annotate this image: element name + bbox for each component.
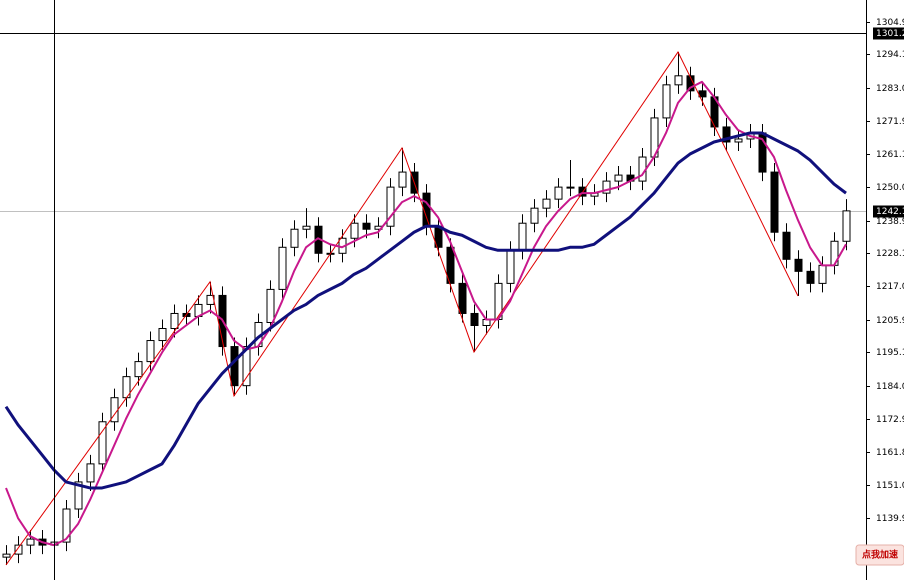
candle-body [98,421,107,465]
candle-body [842,210,851,242]
candle-body [62,508,71,543]
candle-body [674,75,683,86]
candle-body [530,207,539,224]
speed-button[interactable]: 点我加速 [855,544,904,566]
candle-body [230,346,239,387]
crosshair-price-box [873,27,904,40]
candle-body [458,282,467,314]
candle-body [350,222,359,239]
y-tick-label: 1195.1 [876,348,904,358]
candle-body [818,264,827,284]
candle-body [722,126,731,143]
candle-body [26,538,35,546]
candle-body [518,222,527,251]
y-tick-label: 1151.0 [876,481,904,491]
candle-body [686,75,695,92]
candle-body [278,246,287,290]
candle-body [74,481,83,510]
crosshair-price-label: 1301.2 [876,29,904,39]
candle-body [662,84,671,119]
candle-body [506,249,515,284]
candle-body [14,544,23,555]
y-tick-label: 1261.1 [876,150,904,160]
candle-body [158,328,167,342]
candle-body [398,171,407,188]
y-tick-label: 1184.0 [876,382,904,392]
candle-body [470,312,479,326]
candle-body [542,198,551,209]
candle-body [86,463,95,483]
candle-body [302,225,311,230]
candle-body [290,228,299,248]
candle-body [806,270,815,284]
speed-button-bg [855,544,904,566]
moving-average [5,80,847,547]
candle-body [242,346,251,387]
moving-average [4,131,847,490]
candle-body [134,361,143,378]
speed-button-label[interactable]: 点我加速 [862,549,898,561]
candle-body [2,553,11,558]
candle-body [362,222,371,230]
y-tick-label: 1304.9 [876,18,904,28]
y-tick-label: 1205.9 [876,316,904,326]
y-tick-label: 1250.0 [876,183,904,193]
y-tick-label: 1283.0 [876,84,904,94]
candle-body [170,312,179,330]
y-tick-label: 1217.0 [876,282,904,292]
y-tick-label: 1172.9 [876,415,904,425]
last-price-label: 1242.1 [876,207,904,217]
candle-body [566,186,575,189]
y-tick-label: 1238.9 [876,217,904,227]
candle-body [782,231,791,260]
last-price-box [873,205,904,218]
candle-body [446,246,455,284]
candle-body [794,258,803,272]
y-tick-label: 1228.1 [876,249,904,259]
candle-body [386,186,395,227]
y-tick-label: 1139.9 [876,514,904,524]
candle-body [734,138,743,143]
y-tick-label: 1294.1 [876,50,904,60]
candle-body [614,174,623,182]
candle-body [266,288,275,323]
y-tick-label: 1271.9 [876,117,904,127]
candle-body [602,180,611,194]
candle-body [770,171,779,233]
candle-body [554,186,563,200]
candle-body [146,340,155,363]
y-tick-label: 1161.8 [876,448,904,458]
zigzag-line [5,51,799,566]
